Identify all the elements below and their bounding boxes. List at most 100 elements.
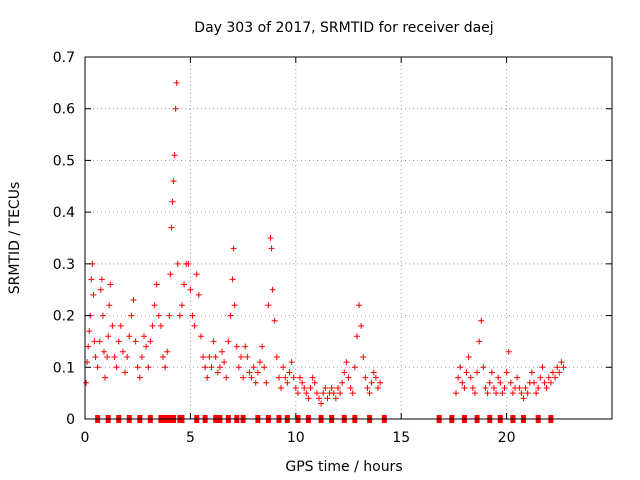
data-point	[284, 379, 291, 386]
data-point	[174, 260, 181, 267]
data-point	[315, 395, 322, 402]
data-point	[311, 379, 318, 386]
data-point	[109, 322, 116, 329]
data-point	[106, 302, 113, 309]
data-point	[509, 390, 516, 397]
data-point	[549, 369, 556, 376]
data-point	[478, 317, 485, 324]
data-point	[345, 374, 352, 381]
data-point	[94, 364, 101, 371]
data-point	[181, 281, 188, 288]
data-point	[275, 374, 282, 381]
data-point	[560, 364, 567, 371]
data-point	[547, 379, 554, 386]
y-axis-label: SRMTID / TECUs	[7, 182, 23, 295]
data-point	[263, 379, 270, 386]
data-point	[353, 333, 360, 340]
data-point	[290, 374, 297, 381]
data-point	[242, 343, 249, 350]
data-point	[90, 291, 97, 298]
data-point	[147, 338, 154, 345]
data-point	[97, 286, 104, 293]
data-point	[191, 322, 198, 329]
chart-title: Day 303 of 2017, SRMTID for receiver dae…	[194, 20, 493, 36]
data-point	[149, 322, 156, 329]
data-point	[528, 369, 535, 376]
data-point	[303, 390, 310, 397]
data-point	[313, 390, 320, 397]
y-tick-labels: 0 0.1 0.2 0.3 0.4 0.5 0.6 0.7	[53, 50, 75, 428]
data-point	[286, 369, 293, 376]
data-point	[273, 353, 280, 360]
data-point	[537, 374, 544, 381]
data-point	[299, 379, 306, 386]
data-point	[305, 395, 312, 402]
data-point	[85, 343, 92, 350]
data-point	[132, 338, 139, 345]
data-point	[377, 379, 384, 386]
data-point	[265, 302, 272, 309]
data-point	[499, 390, 506, 397]
data-point	[501, 384, 508, 391]
data-point	[227, 312, 234, 319]
data-point	[294, 390, 301, 397]
data-point	[168, 224, 175, 231]
data-point	[524, 390, 531, 397]
data-point	[322, 384, 329, 391]
data-point	[271, 317, 278, 324]
data-point	[372, 374, 379, 381]
data-point	[476, 338, 483, 345]
data-point	[288, 359, 295, 366]
data-point	[208, 364, 215, 371]
data-point	[455, 374, 462, 381]
data-point	[543, 384, 550, 391]
y-tick-label: 0.7	[53, 50, 75, 66]
data-point	[505, 348, 512, 355]
data-point	[495, 374, 502, 381]
data-point	[362, 374, 369, 381]
data-point	[332, 395, 339, 402]
data-point	[185, 260, 192, 267]
data-point	[459, 379, 466, 386]
data-point	[193, 271, 200, 278]
data-point	[151, 302, 158, 309]
data-point	[88, 276, 95, 283]
data-point	[535, 384, 542, 391]
y-tick-label: 0.6	[53, 102, 75, 118]
data-point	[195, 291, 202, 298]
data-point	[130, 297, 137, 304]
data-point	[105, 333, 112, 340]
data-point	[490, 384, 497, 391]
data-point	[86, 328, 93, 335]
data-point	[200, 353, 207, 360]
data-point	[98, 276, 105, 283]
data-point	[216, 364, 223, 371]
data-point	[503, 369, 510, 376]
data-point	[493, 390, 500, 397]
data-point	[170, 178, 177, 185]
data-point	[237, 353, 244, 360]
data-point	[364, 384, 371, 391]
data-point	[107, 281, 114, 288]
data-point	[157, 322, 164, 329]
data-point	[358, 322, 365, 329]
data-point	[268, 245, 275, 252]
data-point	[349, 390, 356, 397]
data-point	[246, 369, 253, 376]
data-point	[117, 322, 124, 329]
data-point	[453, 390, 460, 397]
data-point	[341, 369, 348, 376]
data-point	[138, 353, 145, 360]
data-point	[368, 379, 375, 386]
data-point	[541, 379, 548, 386]
data-point	[115, 338, 122, 345]
data-point	[111, 353, 118, 360]
data-point	[164, 348, 171, 355]
data-point	[516, 384, 523, 391]
data-point	[197, 333, 204, 340]
data-point	[244, 353, 251, 360]
x-tick-labels: 0 5 10 15 20	[81, 430, 516, 446]
data-point	[104, 353, 111, 360]
data-point	[102, 374, 109, 381]
data-point	[229, 276, 236, 283]
